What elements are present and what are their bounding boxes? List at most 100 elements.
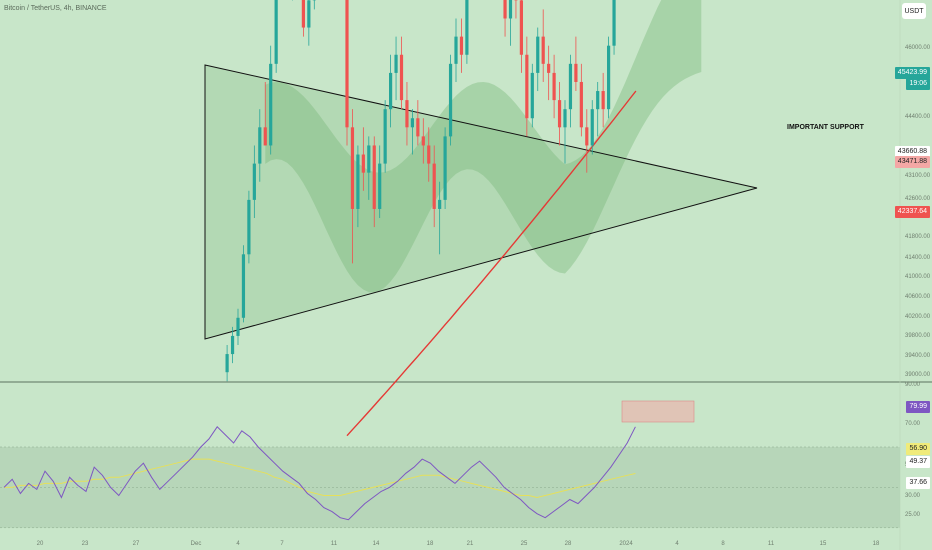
candle-body-58 — [541, 36, 545, 64]
rsi-low-tag: 37.66 — [906, 477, 930, 489]
time-tick-label: Dec — [191, 541, 202, 547]
sma-line — [346, 90, 637, 437]
candle-body-65 — [579, 81, 583, 128]
price-tick-label: 46000.00 — [905, 45, 931, 51]
candle-body-44 — [465, 0, 469, 55]
time-tick-label: 20 — [37, 541, 44, 547]
price-tick-label: 43100.00 — [905, 173, 931, 179]
rsi-overbought-box — [621, 400, 695, 423]
price-tick-label: 44400.00 — [905, 114, 931, 120]
rsi-ma-line — [4, 458, 636, 499]
candle-body-5 — [252, 163, 256, 200]
candle-body-41 — [448, 63, 453, 137]
candle-body-31 — [394, 54, 398, 73]
level-1-tag: 43660.88 — [894, 146, 930, 158]
candle-body-69 — [601, 91, 605, 110]
candle-body-51 — [503, 0, 507, 19]
candle-body-1 — [230, 335, 235, 355]
candle-body-25 — [361, 154, 365, 173]
candle-body-54 — [519, 0, 523, 55]
candle-body-59 — [547, 63, 551, 73]
candle-body-30 — [389, 72, 393, 110]
time-tick-label: 4 — [675, 541, 679, 547]
candle-body-67 — [590, 109, 594, 146]
candle-body-36 — [421, 136, 425, 146]
candle-body-60 — [552, 72, 556, 101]
candle-body-43 — [459, 36, 464, 55]
time-tick-label: 28 — [565, 541, 572, 547]
candle-body-66 — [585, 127, 589, 146]
candle-body-27 — [372, 145, 376, 209]
time-tick-label: 27 — [133, 541, 140, 547]
rsi-line — [3, 426, 636, 521]
time-tick-label: 14 — [373, 541, 380, 547]
candle-body-2 — [236, 317, 240, 336]
candle-body-28 — [378, 163, 382, 209]
candle-body-52 — [508, 0, 513, 19]
rsi-tick-label: 25.00 — [905, 512, 921, 518]
candle-body-0 — [225, 354, 229, 373]
candle-body-70 — [607, 45, 611, 110]
price-tick-label: 40200.00 — [905, 314, 931, 320]
price-tick-label: 41000.00 — [905, 274, 931, 280]
candle-body-23 — [350, 127, 355, 209]
price-tick-label: 39400.00 — [905, 353, 931, 359]
candle-body-4 — [247, 199, 251, 255]
price-tick-label: 41800.00 — [905, 234, 931, 240]
candle-body-64 — [574, 63, 578, 82]
candle-body-61 — [557, 100, 562, 128]
symmetrical-triangle — [204, 64, 758, 340]
candle-body-9 — [274, 0, 278, 64]
time-tick-label: 25 — [521, 541, 528, 547]
price-tick-label: 42600.00 — [905, 196, 931, 202]
candle-body-57 — [536, 36, 540, 73]
time-tick-label: 11 — [331, 541, 338, 547]
rsi-mid-tag: 49.37 — [906, 456, 930, 468]
annotation-label: IMPORTANT SUPPORT — [787, 124, 865, 131]
candle-body-8 — [269, 63, 273, 146]
time-tick-label: 18 — [873, 541, 880, 547]
time-tick-label: 21 — [467, 541, 474, 547]
candle-body-40 — [443, 136, 447, 200]
candle-body-38 — [432, 163, 436, 209]
candle-body-37 — [427, 145, 431, 164]
price-tick-label: 40600.00 — [905, 294, 931, 300]
time-tick-label: 15 — [820, 541, 827, 547]
candle-body-6 — [258, 127, 262, 164]
candle-body-68 — [596, 91, 600, 110]
time-tick-label: 4 — [236, 541, 240, 547]
candle-body-15 — [307, 0, 311, 28]
candle-body-34 — [410, 118, 414, 128]
rsi-ma-tag: 56.90 — [906, 443, 930, 455]
time-tick-label: 18 — [427, 541, 434, 547]
chart-title: Bitcoin / TetherUS, 4h, BINANCE — [4, 5, 107, 12]
candle-body-42 — [454, 36, 458, 64]
candle-body-56 — [530, 72, 534, 119]
candle-body-26 — [367, 145, 371, 173]
rsi-value-tag: 79.99 — [906, 401, 930, 413]
level-2-tag: 43471.88 — [894, 156, 930, 168]
time-tick-label: 8 — [721, 541, 725, 547]
countdown-tag: 19:06 — [906, 78, 930, 90]
currency-button[interactable]: USDT — [902, 3, 926, 19]
last-price-tag: 45423.99 — [894, 67, 930, 79]
price-tick-label: 39800.00 — [905, 333, 931, 339]
candle-body-55 — [525, 54, 529, 119]
time-tick-label: 11 — [768, 541, 775, 547]
rsi-tick-label: 70.00 — [905, 421, 921, 427]
candle-body-22 — [345, 0, 349, 128]
time-tick-label: 7 — [280, 541, 284, 547]
price-tick-label: 41400.00 — [905, 255, 931, 261]
price-tick-label: 39000.00 — [905, 372, 931, 378]
candle-body-63 — [568, 63, 573, 110]
rsi-tick-label: 90.00 — [905, 382, 921, 388]
level-3-tag: 42337.64 — [894, 206, 930, 218]
candle-body-32 — [399, 54, 404, 101]
candle-body-29 — [383, 109, 387, 164]
candle-body-7 — [263, 127, 267, 146]
candle-body-14 — [301, 0, 305, 28]
time-tick-label: 2024 — [619, 541, 633, 547]
candle-body-35 — [416, 118, 420, 137]
